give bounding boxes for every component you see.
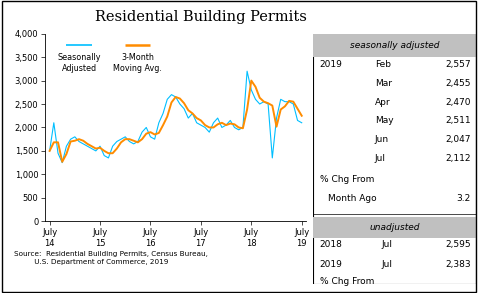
Text: % Chg From: % Chg From — [320, 175, 374, 184]
Text: Mar: Mar — [375, 79, 392, 88]
Text: Jun: Jun — [375, 135, 389, 144]
Text: 2,557: 2,557 — [445, 60, 471, 69]
Text: 2,455: 2,455 — [445, 79, 471, 88]
Text: Jul: Jul — [381, 240, 392, 249]
Text: Jul: Jul — [375, 154, 386, 163]
Bar — [313, 34, 476, 57]
Text: 2019: 2019 — [320, 60, 342, 69]
Text: Seasonally
Adjusted: Seasonally Adjusted — [57, 53, 101, 74]
Text: 2,047: 2,047 — [445, 135, 471, 144]
Text: % Chg From: % Chg From — [320, 277, 374, 286]
Text: Residential Building Permits: Residential Building Permits — [95, 10, 307, 24]
Text: 2,383: 2,383 — [445, 260, 471, 269]
Text: 2,595: 2,595 — [445, 240, 471, 249]
Text: 2,112: 2,112 — [445, 154, 471, 163]
Text: Month Ago: Month Ago — [328, 194, 376, 203]
Text: 3-Month
Moving Avg.: 3-Month Moving Avg. — [113, 53, 163, 74]
Text: Jul: Jul — [381, 260, 392, 269]
Text: May: May — [375, 116, 393, 125]
Text: Feb: Feb — [375, 60, 391, 69]
Text: 2,511: 2,511 — [445, 116, 471, 125]
Text: seasonally adjusted: seasonally adjusted — [349, 41, 439, 50]
Text: 2019: 2019 — [320, 260, 342, 269]
Text: Apr: Apr — [375, 98, 391, 107]
Text: 2,470: 2,470 — [445, 98, 471, 107]
Bar — [313, 217, 476, 238]
Text: unadjusted: unadjusted — [369, 223, 420, 232]
Text: 3.2: 3.2 — [456, 194, 471, 203]
Text: Source:  Residential Building Permits, Census Bureau,
         U.S. Department o: Source: Residential Building Permits, Ce… — [14, 251, 208, 265]
Text: 2018: 2018 — [320, 240, 342, 249]
